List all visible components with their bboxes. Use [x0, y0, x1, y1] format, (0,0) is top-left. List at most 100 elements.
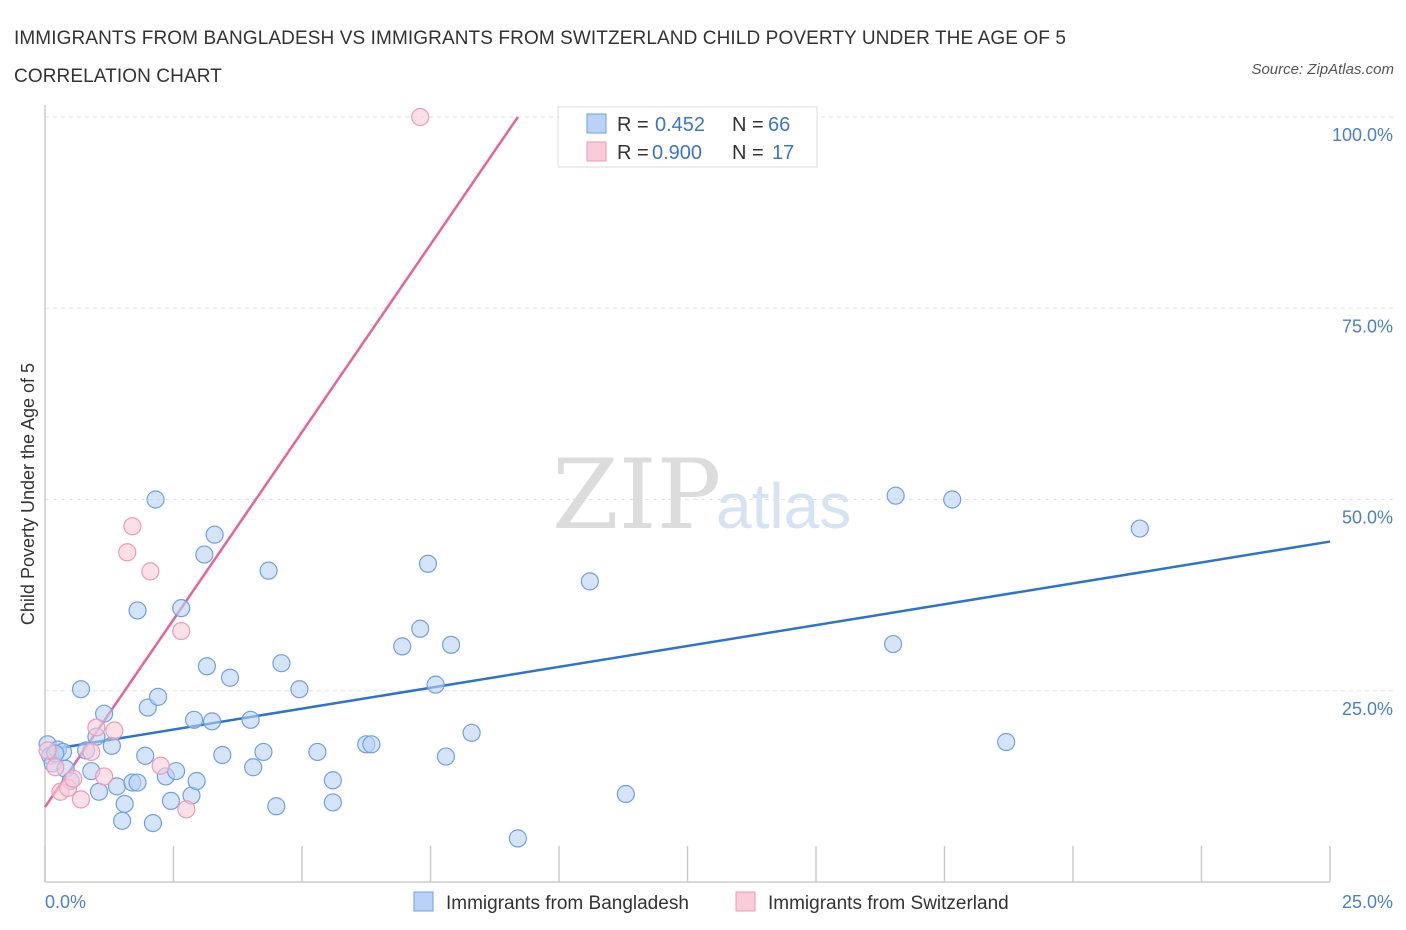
point-bangladesh[interactable]: [426, 675, 445, 694]
stats-box: R = 0.452 N = 66 R = 0.900 N = 17: [557, 106, 818, 168]
point-switzerland[interactable]: [411, 107, 430, 127]
point-bangladesh[interactable]: [244, 758, 263, 777]
point-bangladesh[interactable]: [323, 793, 342, 812]
point-bangladesh[interactable]: [202, 712, 222, 731]
point-bangladesh[interactable]: [172, 599, 191, 618]
point-bangladesh[interactable]: [95, 704, 114, 723]
stats-n-value-bangladesh: 66: [768, 114, 790, 136]
point-bangladesh[interactable]: [943, 490, 962, 509]
stats-r-label-switzerland: R =: [617, 142, 649, 164]
point-bangladesh[interactable]: [462, 723, 481, 742]
point-bangladesh[interactable]: [143, 813, 163, 833]
point-bangladesh[interactable]: [580, 572, 599, 591]
y-tick-label: 50.0%: [1342, 508, 1393, 528]
point-switzerland[interactable]: [87, 718, 106, 737]
legend: Immigrants from Bangladesh Immigrants fr…: [413, 891, 1009, 914]
x-tick-label-max: 25.0%: [1342, 892, 1393, 912]
legend-swatch-bangladesh[interactable]: [413, 891, 434, 912]
chart-title: IMMIGRANTS FROM BANGLADESH VS IMMIGRANTS…: [14, 28, 1067, 87]
stats-r-value-bangladesh: 0.452: [655, 114, 705, 136]
point-bangladesh[interactable]: [418, 554, 438, 573]
point-bangladesh[interactable]: [886, 486, 905, 505]
point-bangladesh[interactable]: [267, 797, 286, 816]
stats-n-label-bangladesh: N =: [732, 114, 764, 136]
watermark-atlas: atlas: [716, 470, 851, 542]
stats-r-label-bangladesh: R =: [617, 114, 649, 136]
point-bangladesh[interactable]: [184, 710, 204, 729]
point-bangladesh[interactable]: [441, 635, 461, 654]
point-bangladesh[interactable]: [997, 732, 1016, 752]
point-bangladesh[interactable]: [102, 736, 121, 755]
point-switzerland[interactable]: [46, 758, 65, 777]
point-bangladesh[interactable]: [213, 745, 232, 765]
point-switzerland[interactable]: [105, 721, 124, 740]
stats-swatch-bangladesh: [586, 113, 607, 134]
point-bangladesh[interactable]: [195, 545, 214, 564]
x-tick-marks: [44, 846, 1331, 882]
point-bangladesh[interactable]: [136, 746, 155, 765]
point-bangladesh[interactable]: [508, 829, 527, 848]
trend-lines: [43, 116, 1331, 808]
point-bangladesh[interactable]: [436, 747, 456, 766]
legend-label-switzerland[interactable]: Immigrants from Switzerland: [768, 893, 1009, 914]
point-bangladesh[interactable]: [205, 525, 224, 544]
point-bangladesh[interactable]: [272, 654, 291, 673]
point-switzerland[interactable]: [177, 800, 196, 819]
point-bangladesh[interactable]: [220, 668, 240, 687]
watermark: ZIP atlas: [552, 439, 851, 551]
data-points: [38, 107, 1149, 848]
point-bangladesh[interactable]: [187, 771, 206, 791]
stats-swatch-switzerland: [586, 141, 607, 162]
point-bangladesh[interactable]: [128, 601, 147, 620]
point-bangladesh[interactable]: [89, 782, 109, 801]
point-bangladesh[interactable]: [393, 637, 412, 656]
source-label: Source: ZipAtlas.com: [1251, 61, 1394, 78]
point-switzerland[interactable]: [82, 742, 101, 762]
point-bangladesh[interactable]: [616, 784, 635, 804]
stats-r-value-switzerland: 0.900: [652, 142, 702, 164]
stats-n-label-switzerland: N =: [732, 142, 764, 164]
point-bangladesh[interactable]: [241, 710, 260, 729]
trend-line-switzerland: [43, 116, 519, 808]
point-switzerland[interactable]: [151, 756, 170, 775]
point-bangladesh[interactable]: [411, 619, 430, 638]
y-tick-label: 75.0%: [1342, 316, 1393, 336]
point-bangladesh[interactable]: [883, 634, 903, 654]
point-bangladesh[interactable]: [323, 771, 342, 790]
y-tick-label: 100.0%: [1332, 125, 1393, 145]
point-switzerland[interactable]: [95, 767, 114, 786]
point-bangladesh[interactable]: [115, 794, 134, 814]
point-bangladesh[interactable]: [259, 561, 278, 580]
point-bangladesh[interactable]: [166, 761, 186, 781]
point-bangladesh[interactable]: [112, 811, 132, 830]
point-bangladesh[interactable]: [290, 680, 309, 699]
stats-n-value-switzerland: 17: [772, 142, 794, 164]
trend-line-bangladesh: [44, 540, 1331, 752]
x-tick-label-min: 0.0%: [45, 892, 86, 912]
y-tick-labels: 25.0% 50.0% 75.0% 100.0%: [1332, 125, 1393, 719]
point-bangladesh[interactable]: [148, 687, 168, 706]
gridlines: [45, 116, 1393, 692]
legend-swatch-switzerland[interactable]: [735, 891, 756, 912]
point-switzerland[interactable]: [64, 769, 83, 788]
watermark-zip: ZIP: [552, 439, 721, 551]
point-bangladesh[interactable]: [71, 680, 91, 699]
point-switzerland[interactable]: [172, 621, 191, 641]
point-bangladesh[interactable]: [1130, 519, 1149, 538]
point-bangladesh[interactable]: [197, 657, 217, 676]
point-switzerland[interactable]: [118, 543, 137, 562]
point-bangladesh[interactable]: [128, 773, 147, 792]
y-axis-title: Child Poverty Under the Age of 5: [18, 363, 38, 625]
point-bangladesh[interactable]: [362, 735, 381, 754]
y-tick-label: 25.0%: [1342, 699, 1393, 719]
point-bangladesh[interactable]: [146, 490, 165, 509]
point-bangladesh[interactable]: [254, 742, 273, 762]
point-switzerland[interactable]: [141, 562, 160, 581]
legend-label-bangladesh[interactable]: Immigrants from Bangladesh: [446, 893, 689, 914]
point-switzerland[interactable]: [71, 790, 91, 809]
point-switzerland[interactable]: [123, 517, 142, 536]
point-bangladesh[interactable]: [308, 742, 327, 762]
point-bangladesh[interactable]: [161, 791, 181, 811]
point-switzerland[interactable]: [38, 741, 57, 760]
